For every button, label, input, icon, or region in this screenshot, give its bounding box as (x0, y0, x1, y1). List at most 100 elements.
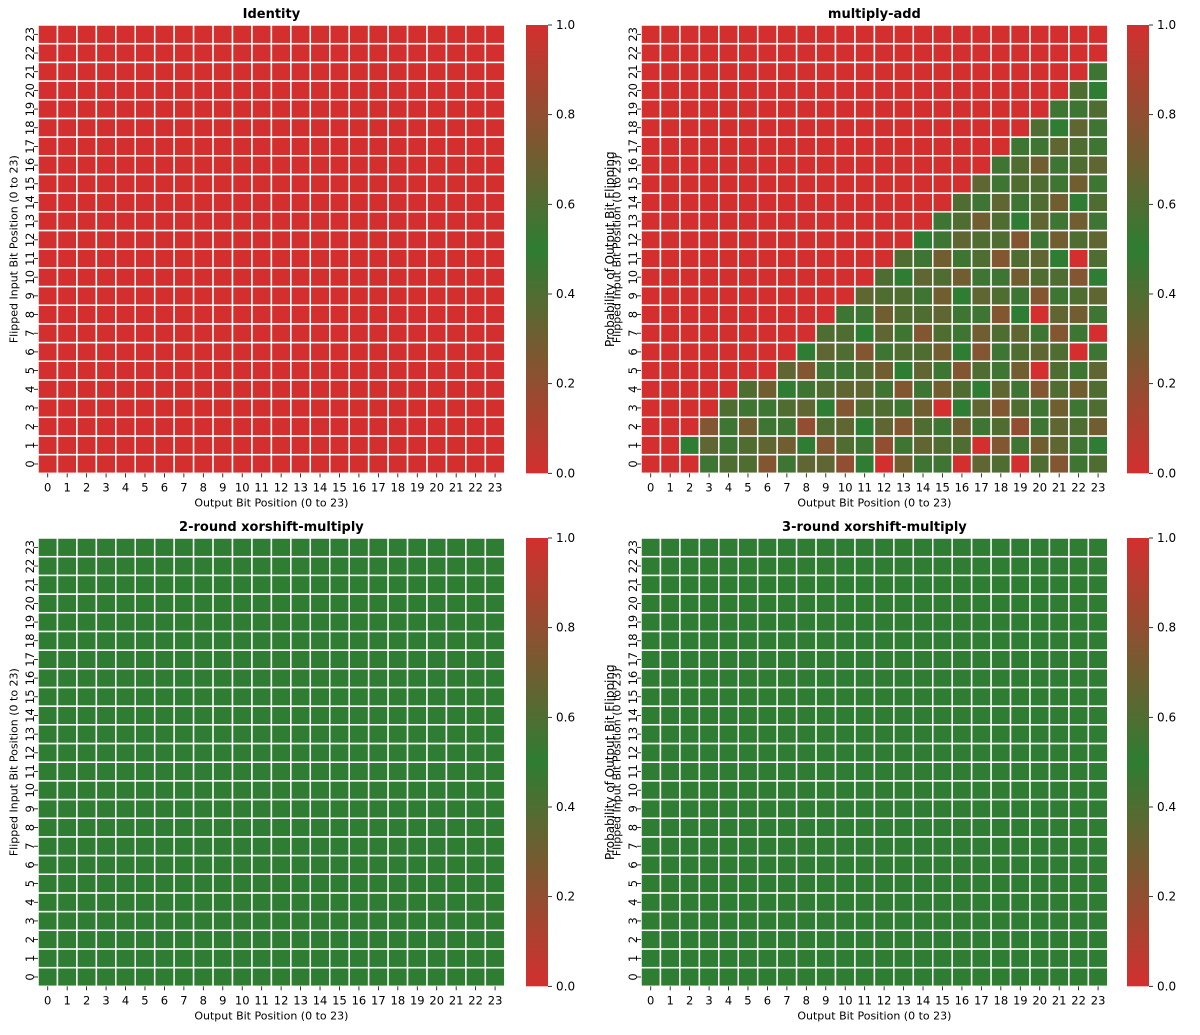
heatmap-cell (797, 324, 816, 343)
colorbar-tick-label: 1.0 (556, 531, 575, 545)
heatmap-cell (991, 380, 1010, 399)
heatmap-cell (446, 557, 465, 576)
heatmap-cell (38, 44, 57, 63)
heatmap-cell (777, 781, 796, 800)
heatmap-cell (855, 380, 874, 399)
heatmap-cell (408, 762, 427, 781)
heatmap-cell (233, 800, 252, 819)
heatmap-cell (330, 268, 349, 287)
heatmap-cell (466, 837, 485, 856)
heatmap-cell (446, 912, 465, 931)
heatmap-cell (836, 725, 855, 744)
heatmap-cell (991, 968, 1010, 987)
heatmap-cell (816, 762, 835, 781)
heatmap-cell (116, 417, 135, 436)
heatmap-cell (291, 968, 310, 987)
heatmap-cell (330, 949, 349, 968)
heatmap-cell (758, 380, 777, 399)
heatmap-cell (446, 380, 465, 399)
heatmap-cell (933, 399, 952, 418)
heatmap-cell (816, 230, 835, 249)
heatmap-cell (388, 893, 407, 912)
heatmap-cell (233, 268, 252, 287)
heatmap-cell (310, 100, 329, 119)
heatmap-cell (758, 725, 777, 744)
heatmap-cell (408, 343, 427, 362)
heatmap-cell (777, 100, 796, 119)
heatmap-cell (194, 399, 213, 418)
heatmap-cell (485, 287, 504, 306)
heatmap-cell (252, 62, 271, 81)
heatmap-cell (96, 249, 115, 268)
heatmap-cell (155, 455, 174, 474)
heatmap-cell (1049, 343, 1068, 362)
heatmap-cell (1069, 650, 1088, 669)
heatmap-cell (758, 230, 777, 249)
heatmap-cell (855, 324, 874, 343)
heatmap-cell (135, 287, 154, 306)
heatmap-cell (874, 687, 893, 706)
heatmap-cell (213, 361, 232, 380)
heatmap-cell (38, 743, 57, 762)
heatmap-cell (777, 380, 796, 399)
heatmap-cell (1069, 361, 1088, 380)
heatmap-cell (466, 81, 485, 100)
heatmap-cell (330, 174, 349, 193)
heatmap-cell (291, 893, 310, 912)
heatmap-cell (991, 174, 1010, 193)
heatmap-cell (77, 212, 96, 231)
heatmap-cell (680, 100, 699, 119)
heatmap-cell (719, 417, 738, 436)
heatmap-cell (96, 174, 115, 193)
heatmap-cell (408, 557, 427, 576)
heatmap-cell (194, 575, 213, 594)
heatmap-cell (233, 650, 252, 669)
heatmap-cell (991, 930, 1010, 949)
heatmap-cell (135, 436, 154, 455)
x-tick-label: 15 (332, 480, 347, 494)
heatmap-cell (816, 575, 835, 594)
heatmap-cell (349, 837, 368, 856)
heatmap-cell (233, 893, 252, 912)
heatmap-cell (135, 455, 154, 474)
heatmap-cell (952, 174, 971, 193)
heatmap-cell (38, 174, 57, 193)
heatmap-cell (485, 538, 504, 557)
heatmap-cell (116, 930, 135, 949)
heatmap-cell (855, 930, 874, 949)
heatmap-cell (349, 856, 368, 875)
heatmap-cell (1030, 594, 1049, 613)
heatmap-cell (952, 557, 971, 576)
heatmap-cell (271, 156, 290, 175)
heatmap-cell (427, 305, 446, 324)
heatmap-cell (1049, 912, 1068, 931)
heatmap-cell (446, 287, 465, 306)
heatmap-cell (699, 361, 718, 380)
heatmap-cell (174, 800, 193, 819)
x-tick-label: 22 (1071, 480, 1086, 494)
heatmap-cell (1011, 818, 1030, 837)
heatmap-cell (271, 893, 290, 912)
heatmap-cell (446, 399, 465, 418)
heatmap-cell (116, 893, 135, 912)
heatmap-cell (310, 230, 329, 249)
heatmap-cell (855, 118, 874, 137)
heatmap-cell (1069, 837, 1088, 856)
heatmap-cell (738, 650, 757, 669)
heatmap-cell (155, 305, 174, 324)
x-tick-label: 17 (371, 480, 386, 494)
heatmap-cell (349, 417, 368, 436)
heatmap-cell (291, 268, 310, 287)
heatmap-cell (972, 436, 991, 455)
heatmap-cell (96, 949, 115, 968)
heatmap-cell (310, 650, 329, 669)
heatmap-cell (408, 575, 427, 594)
heatmap-cell (213, 650, 232, 669)
heatmap-cell (485, 62, 504, 81)
heatmap-cell (855, 856, 874, 875)
heatmap-cell (291, 631, 310, 650)
heatmap-cell (271, 287, 290, 306)
heatmap-cell (972, 380, 991, 399)
heatmap-cell (155, 949, 174, 968)
heatmap-cell (38, 594, 57, 613)
